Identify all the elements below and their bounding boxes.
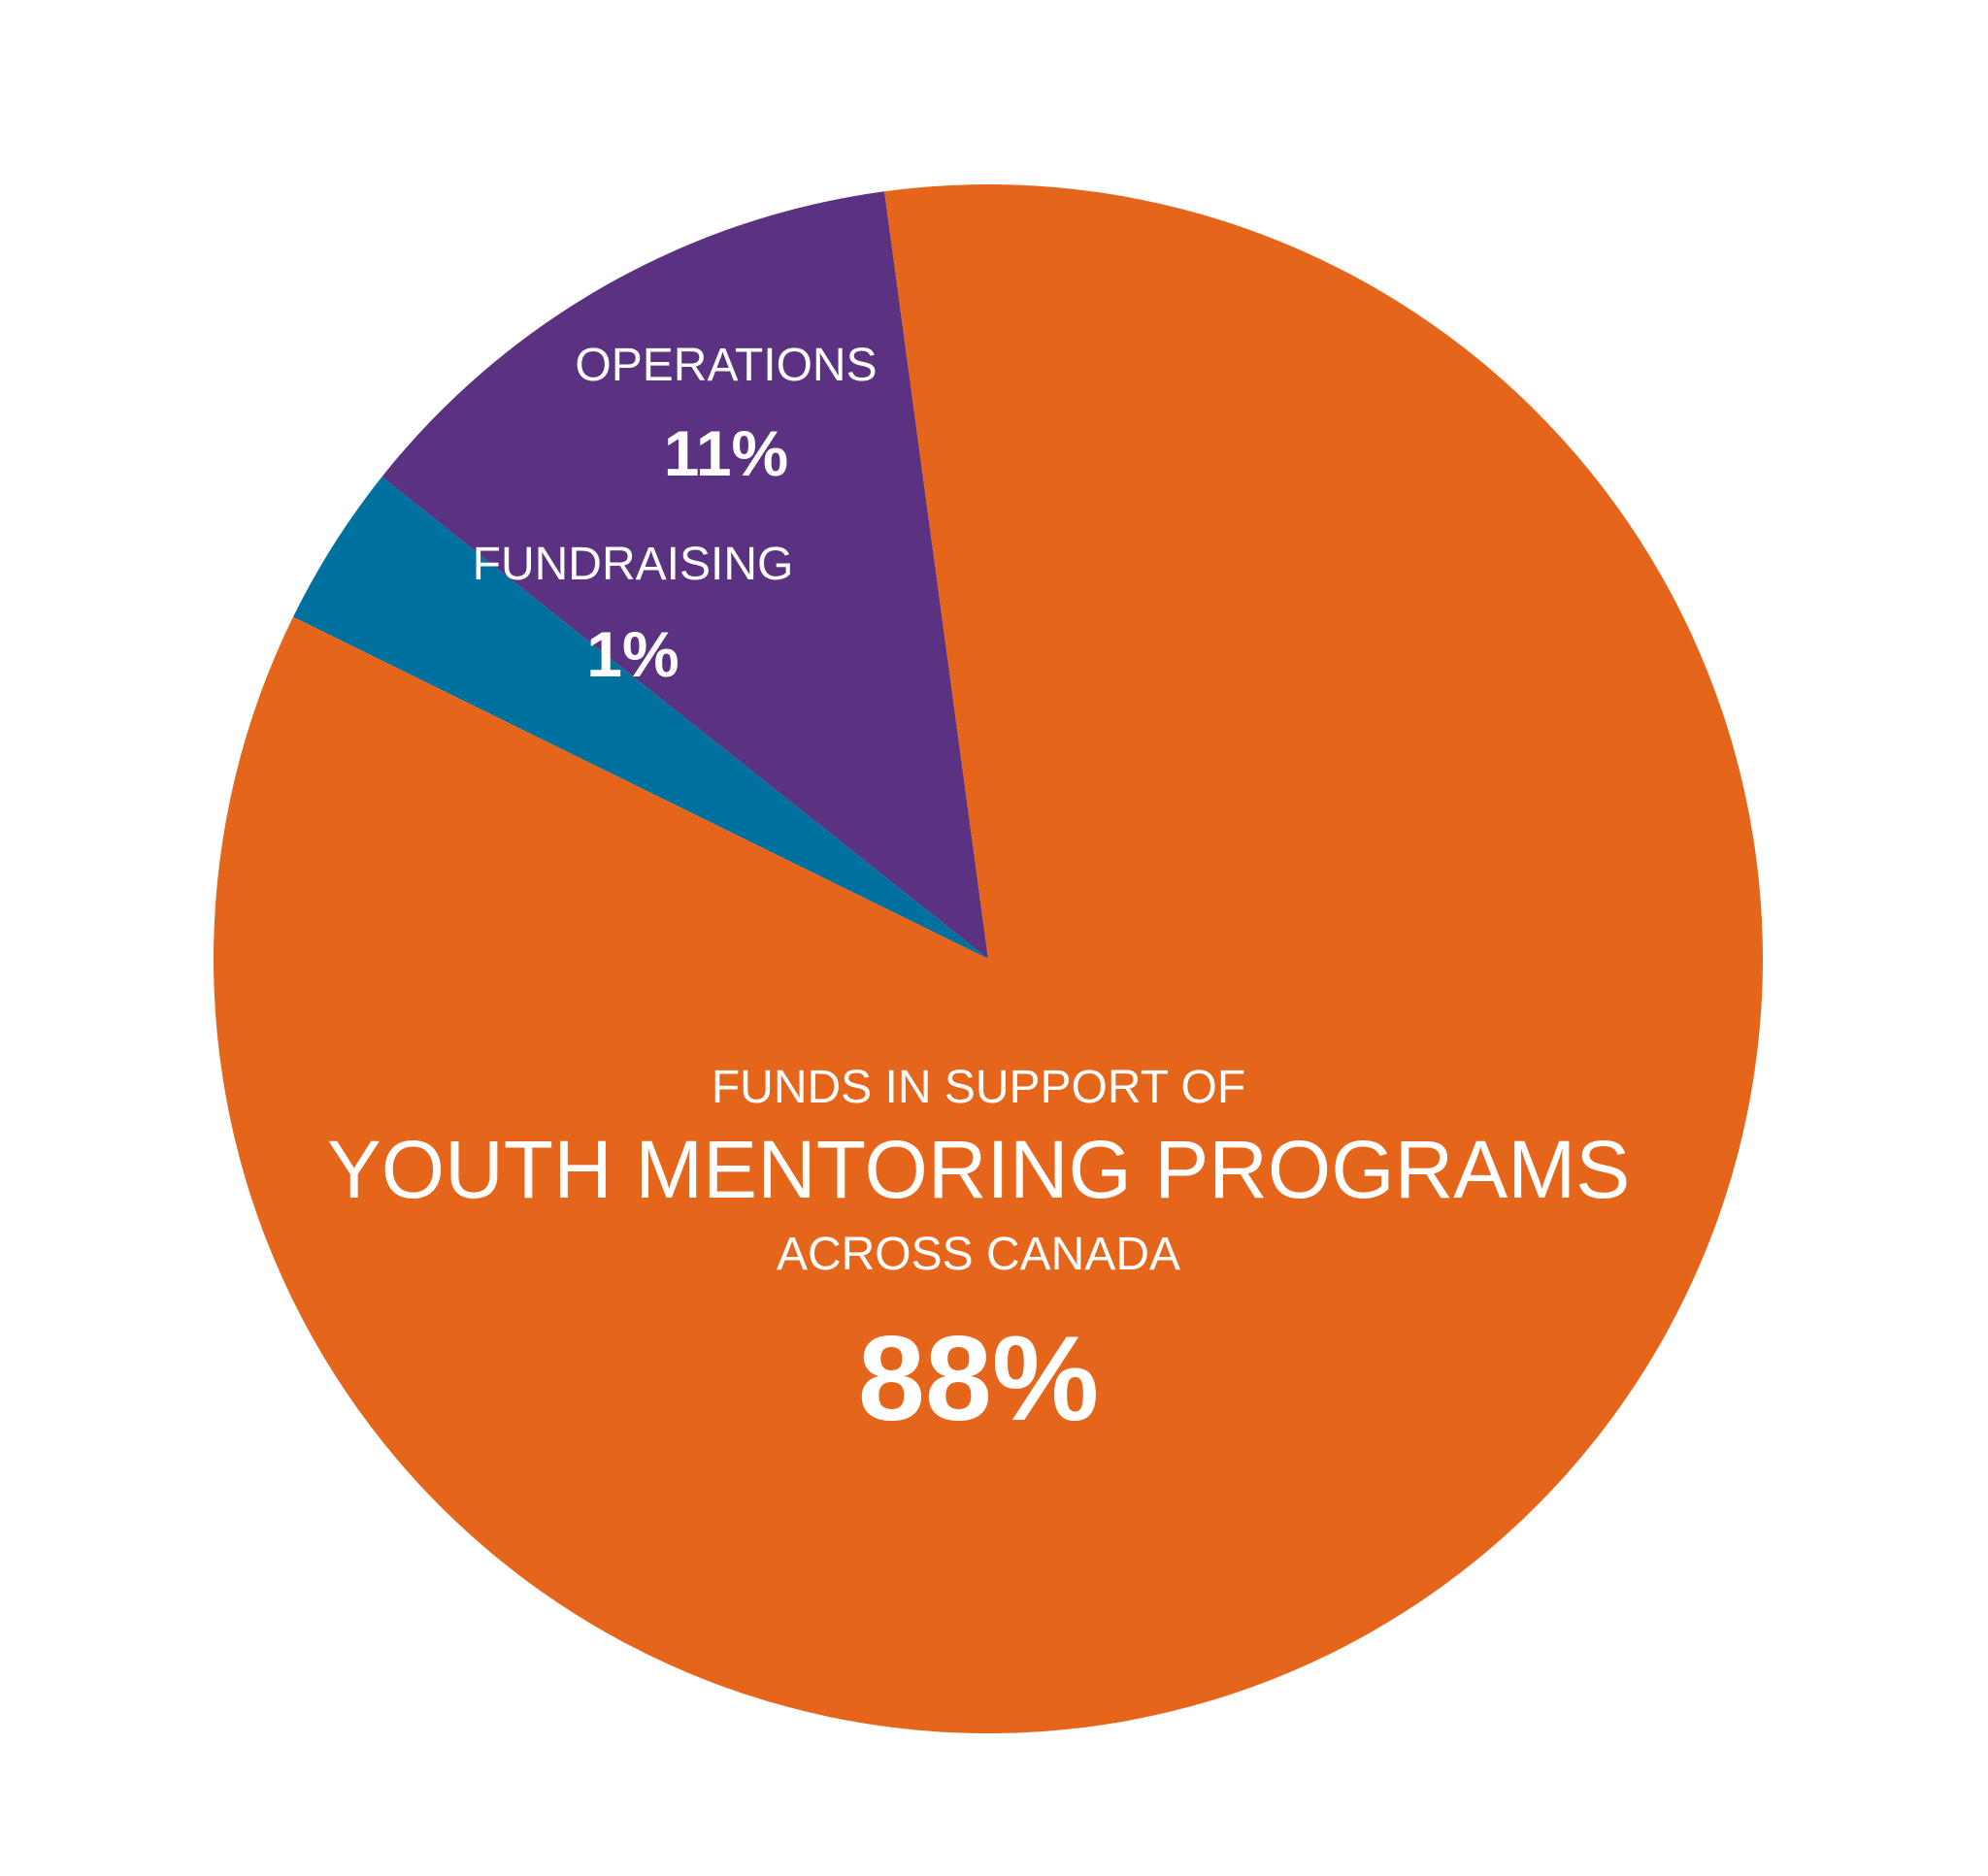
- youth-mentoring-slice: [214, 184, 1764, 1734]
- youth-mentoring-tail-label: ACROSS CANADA: [777, 1229, 1180, 1280]
- youth-mentoring-label: YOUTH MENTORING PROGRAMS: [327, 1124, 1631, 1215]
- fundraising-slice: [292, 477, 988, 959]
- youth-mentoring-lead-label: FUNDS IN SUPPORT OF: [712, 1062, 1245, 1113]
- fundraising-percent-label: 1%: [586, 618, 679, 690]
- fundraising-label: FUNDRAISING: [473, 539, 794, 590]
- pie-slices: [214, 184, 1764, 1734]
- operations-percent-label: 11%: [664, 417, 788, 489]
- operations-label: OPERATIONS: [575, 340, 877, 391]
- operations-slice: [381, 191, 989, 959]
- youth-mentoring-percent-label: 88%: [858, 1312, 1099, 1446]
